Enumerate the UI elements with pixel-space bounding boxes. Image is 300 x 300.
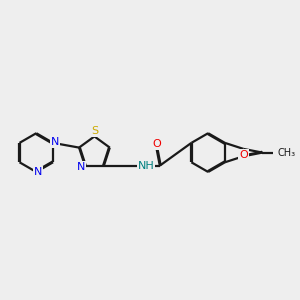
Text: O: O xyxy=(152,139,161,149)
Text: N: N xyxy=(76,162,85,172)
Text: N: N xyxy=(34,167,42,177)
Text: O: O xyxy=(239,150,248,160)
Text: NH: NH xyxy=(137,161,154,171)
Text: S: S xyxy=(91,126,98,136)
Text: CH₃: CH₃ xyxy=(278,148,296,158)
Text: N: N xyxy=(51,137,59,147)
